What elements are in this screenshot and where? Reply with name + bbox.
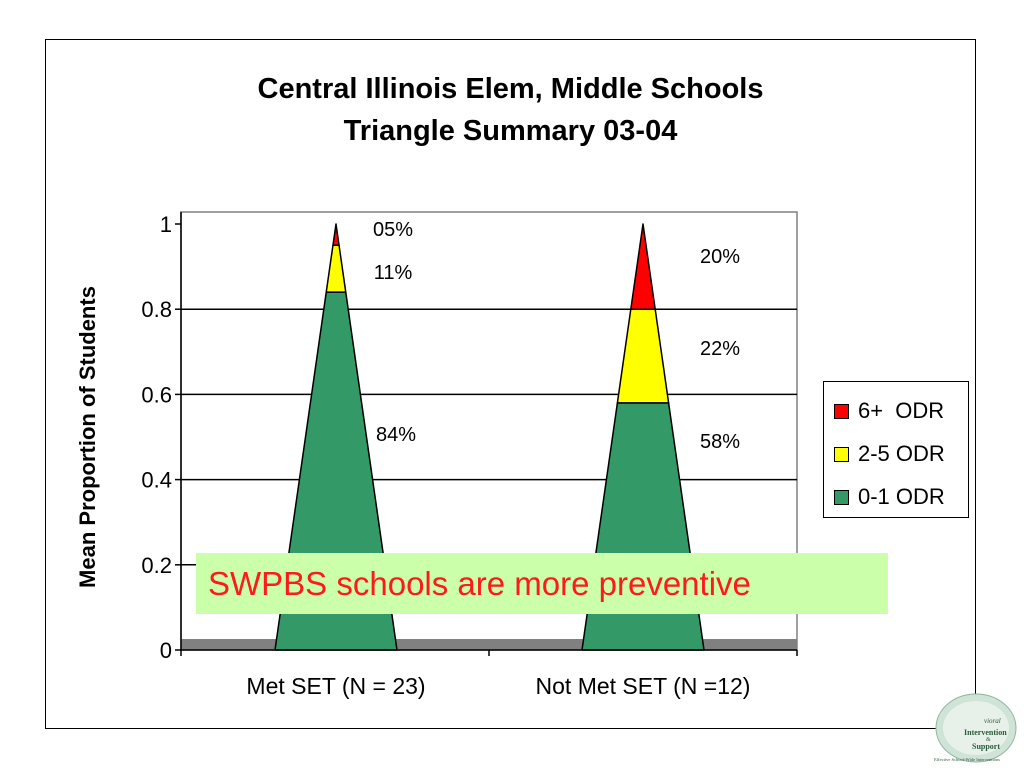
y-tick-label: 0.2	[141, 553, 172, 578]
data-label: 05%	[373, 219, 413, 241]
data-label: 22%	[700, 338, 740, 360]
svg-text:&: &	[986, 737, 991, 743]
legend-swatch-0-1	[834, 489, 849, 505]
legend-label-6plus: 6+ ODR	[858, 398, 945, 423]
x-category-label: Met SET (N = 23)	[246, 673, 425, 699]
y-tick-label: 0.4	[141, 468, 172, 493]
svg-text:vioral: vioral	[984, 717, 1001, 725]
svg-text:Effective School-Wide Interven: Effective School-Wide Interventions	[934, 757, 1000, 762]
svg-text:Support: Support	[972, 742, 1000, 751]
legend: 6+ ODR 2-5 ODR 0-1 ODR	[823, 381, 969, 518]
y-tick-label: 0.6	[141, 382, 172, 407]
legend-item-2-5: 2-5 ODR	[834, 439, 945, 469]
y-tick-label: 0	[160, 638, 172, 663]
y-tick-label: 0.8	[141, 297, 172, 322]
legend-swatch-6plus	[834, 403, 849, 419]
data-label: 84%	[376, 424, 416, 446]
legend-item-0-1: 0-1 ODR	[834, 482, 945, 512]
y-axis-label: Mean Proportion of Students	[75, 286, 100, 588]
legend-item-6plus: 6+ ODR	[834, 396, 944, 426]
x-category-label: Not Met SET (N =12)	[536, 673, 751, 699]
pbis-logo: vioral Intervention & Support Effective …	[934, 693, 1017, 763]
bar-segment-6-odr-0	[332, 223, 340, 247]
callout-text: SWPBS schools are more preventive	[208, 564, 751, 602]
bar-segment-6-odr-1	[630, 223, 656, 310]
data-label: 11%	[374, 262, 413, 284]
y-tick-label: 1	[160, 212, 172, 237]
svg-text:Intervention: Intervention	[964, 728, 1007, 737]
chart-title: Central Illinois Elem, Middle Schools Tr…	[45, 68, 976, 152]
chart-title-line-2: Triangle Summary 03-04	[343, 115, 678, 147]
data-label: 58%	[700, 431, 740, 453]
chart-title-line-1: Central Illinois Elem, Middle Schools	[257, 73, 764, 105]
callout-box: SWPBS schools are more preventive	[196, 553, 888, 614]
data-label: 20%	[700, 246, 740, 268]
legend-swatch-2-5	[834, 446, 849, 462]
legend-label-0-1: 0-1 ODR	[858, 484, 945, 509]
plot-floor	[181, 639, 797, 650]
legend-label-2-5: 2-5 ODR	[858, 441, 945, 466]
